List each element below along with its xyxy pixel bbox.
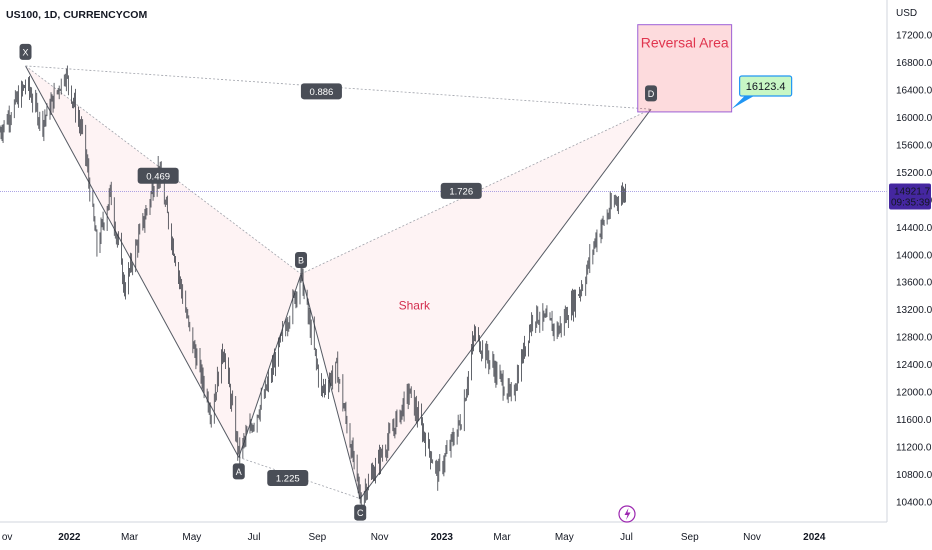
countdown-timer: 09:35:39 (891, 197, 930, 208)
pattern-point-badge[interactable] (295, 251, 308, 268)
time-tick-label: Nov (371, 532, 389, 543)
time-tick-label: ov (2, 532, 13, 543)
time-tick-label: Jul (620, 532, 633, 543)
price-tick-label: 12000.0 (896, 388, 932, 399)
price-tick-label: 10400.0 (896, 498, 932, 509)
ratio-value: 0.886 (310, 87, 334, 98)
target-callout-pointer (731, 95, 756, 109)
price-tick-label: 13200.0 (896, 305, 932, 316)
current-price-badge[interactable] (889, 183, 931, 210)
currency-label: USD (896, 8, 917, 19)
price-tick-label: 11600.0 (896, 415, 932, 426)
ratio-badge[interactable] (300, 83, 342, 100)
pattern-leg-bc (300, 273, 361, 499)
pattern-point-label: C (357, 508, 364, 518)
price-tick-label: 10800.0 (896, 470, 932, 481)
pattern-leg-ab (238, 273, 302, 458)
price-tick-label: 16400.0 (896, 85, 932, 96)
price-tick-label: 16800.0 (896, 58, 932, 69)
price-tick-label: 14400.0 (896, 223, 932, 234)
price-tick-label: 13600.0 (896, 278, 932, 289)
pattern-point-label: D (648, 89, 655, 99)
ratio-value: 1.225 (276, 473, 300, 484)
ratio-badge[interactable] (137, 167, 179, 184)
pattern-point-badge[interactable] (645, 85, 658, 102)
pattern-point-label: A (236, 467, 242, 477)
pattern-point-badge[interactable] (19, 43, 32, 60)
annotation-layer: Reversal Area Shark 0.469 1.225 1.726 0.886 X A… (0, 24, 887, 521)
ratio-badge[interactable] (267, 469, 309, 486)
time-tick-label: May (555, 532, 574, 543)
time-tick-label: Sep (308, 532, 326, 543)
target-callout-value: 16123.4 (746, 81, 786, 93)
pattern-point-label: X (23, 47, 29, 57)
pattern-fill-bcd (301, 109, 652, 499)
price-tick-label: 17200.0 (896, 31, 932, 42)
pattern-point-label: B (298, 255, 304, 265)
price-tick-label: 15200.0 (896, 168, 932, 179)
ratio-value: 0.469 (146, 171, 170, 182)
pattern-leg-cd (359, 108, 652, 499)
alert-icon[interactable] (618, 505, 636, 523)
ratio-badge[interactable] (440, 182, 482, 199)
time-tick-label: Sep (681, 532, 699, 543)
price-tick-label: 14000.0 (896, 250, 932, 261)
price-axis[interactable]: 17200.0 16800.0 16400.0 16000.0 15600.0 15200… (886, 0, 932, 550)
time-tick-label: 2022 (58, 532, 81, 543)
time-tick-label: Mar (121, 532, 139, 543)
pattern-point-badge[interactable] (354, 504, 367, 521)
pattern-fill-xab (25, 65, 302, 458)
price-tick-label: 12800.0 (896, 333, 932, 344)
target-callout-box[interactable] (739, 75, 793, 97)
time-tick-label: 2023 (431, 532, 454, 543)
current-price-value: 14921.7 (894, 186, 931, 197)
time-tick-label: Nov (743, 532, 761, 543)
price-tick-label: 12400.0 (896, 360, 932, 371)
ratio-value: 1.726 (449, 186, 473, 197)
reversal-area-label: Reversal Area (641, 35, 729, 51)
price-axis-background[interactable] (887, 0, 932, 550)
time-tick-label: Mar (493, 532, 511, 543)
symbol-title[interactable]: US100, 1D, CURRENCYCOM (6, 9, 147, 21)
time-tick-label: 2024 (803, 532, 826, 543)
harmonic-pattern-layer (25, 65, 652, 499)
pattern-point-badge[interactable] (232, 463, 245, 480)
time-tick-label: May (182, 532, 201, 543)
price-tick-label: 15600.0 (896, 140, 932, 151)
time-axis[interactable]: ov 2022 Mar May Jul Sep Nov 2023 Mar May Jul Sep Nov… (0, 521, 887, 543)
pattern-name-label: Shark (399, 299, 431, 313)
time-tick-label: Jul (248, 532, 261, 543)
price-tick-label: 11200.0 (896, 443, 932, 454)
price-tick-label: 16000.0 (896, 113, 932, 124)
